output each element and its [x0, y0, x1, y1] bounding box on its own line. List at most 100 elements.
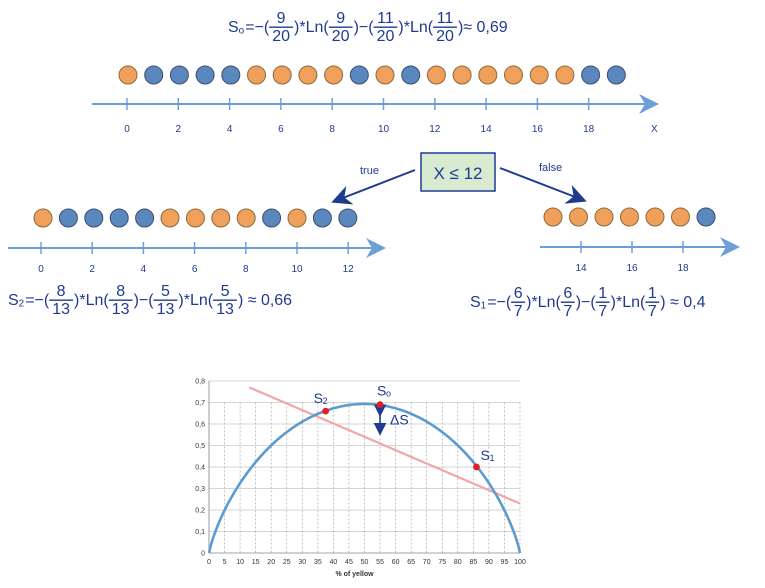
chart-x-tick-label: 20 [267, 559, 275, 566]
formula-text: = [487, 294, 496, 311]
fraction-denominator: 7 [563, 303, 572, 320]
fraction-denominator: 13 [52, 301, 70, 318]
ball-yellow [272, 65, 292, 85]
chart-x-tick-label: 5 [223, 559, 227, 566]
ball-row-root [118, 65, 626, 85]
chart-x-tick-label: 70 [423, 559, 431, 566]
formula-text: )−( [354, 19, 375, 36]
formula-text: )≈ 0,69 [458, 19, 508, 36]
chart-point-label-sub: 1 [489, 453, 494, 463]
formula-text: )*Ln( [74, 292, 109, 309]
axis-tick-label: 18 [583, 124, 595, 135]
axis-tick-label: 10 [378, 124, 390, 135]
chart-x-tick-label: 60 [392, 559, 400, 566]
formula-text: S [228, 19, 239, 36]
ball-yellow [160, 208, 180, 228]
chart-point-label-sub: o [386, 389, 391, 399]
chart-x-axis-label: % of yellow [335, 571, 374, 578]
fraction-denominator: 7 [648, 303, 657, 320]
fraction-numerator: 5 [221, 283, 230, 300]
chart-entropy-curve [207, 402, 522, 554]
formula-text: ) ≈ 0,4 [660, 294, 705, 311]
formula-text: −( [255, 19, 270, 36]
formula-text: )*Ln( [398, 19, 433, 36]
ball-blue [401, 65, 421, 85]
fraction-denominator: 7 [598, 303, 607, 320]
ball-blue [312, 208, 332, 228]
chart-x-tick-label: 50 [361, 559, 369, 566]
ball-blue [144, 65, 164, 85]
formula-text: S [8, 292, 19, 309]
axis-tick-label: 16 [626, 263, 638, 274]
axis-tick-label: 4 [141, 264, 147, 275]
chart-x-tick-label: 95 [501, 559, 509, 566]
ball-blue [262, 208, 282, 228]
fraction-numerator: 9 [277, 10, 286, 27]
chart-x-tick-label: 15 [252, 559, 260, 566]
chart-delta-label: ΔS [390, 412, 409, 428]
fraction-numerator: 8 [116, 283, 125, 300]
chart-x-tick-label: 30 [298, 559, 306, 566]
fraction-denominator: 13 [216, 301, 234, 318]
condition-box [420, 152, 496, 192]
ball-yellow [504, 65, 523, 85]
fraction-numerator: 11 [377, 10, 394, 27]
ball-yellow [118, 65, 138, 85]
formula-text: −( [35, 292, 50, 309]
chart-point [473, 463, 480, 471]
entropy-chart: 0 0,1 0,2 0,3 0,4 0,5 0,6 0,7 0,8 0 5 10 15 20 25 30 35 4… [195, 379, 526, 579]
chart-x-tick-label: 90 [485, 559, 493, 566]
fraction-numerator: 9 [336, 10, 345, 27]
formula-text: )*Ln( [178, 292, 213, 309]
fraction-numerator: 6 [514, 285, 523, 302]
axis-tick-label: 2 [89, 264, 95, 275]
chart-point-label: S [377, 383, 386, 399]
chart-point [322, 407, 330, 415]
branch-false-label: false [539, 162, 562, 174]
formula-text: )−( [134, 292, 155, 309]
chart-chord-line [248, 386, 521, 505]
chart-x-tick-label: 25 [283, 559, 291, 566]
fraction-denominator: 13 [157, 301, 175, 318]
ball-yellow [247, 65, 266, 85]
chart-point-label: S [480, 447, 489, 463]
ball-yellow [298, 65, 318, 85]
formula-text: −( [497, 294, 512, 311]
ball-blue [221, 65, 241, 85]
fraction-denominator: 20 [332, 28, 350, 45]
chart-y-tick-label: 0,8 [195, 379, 205, 386]
ball-yellow [426, 65, 446, 85]
formula-text: )*Ln( [611, 294, 646, 311]
axis-tick-label: 6 [192, 264, 198, 275]
branch-true-arrow [331, 169, 416, 205]
axis-tick-label: 12 [429, 124, 441, 135]
chart-y-tick-label: 0,2 [195, 508, 205, 515]
ball-blue [696, 207, 716, 227]
ball-yellow [211, 208, 231, 228]
chart-y-tick-label: 0,4 [195, 465, 205, 472]
condition-text: X ≤ 12 [433, 164, 482, 183]
chart-y-tick-label: 0,3 [195, 486, 205, 493]
formula-subscript: o [239, 26, 245, 37]
formula-text: = [25, 292, 34, 309]
ball-yellow [375, 65, 395, 85]
fraction-denominator: 20 [436, 28, 454, 45]
axis-tick-label: 12 [343, 264, 355, 275]
ball-blue [581, 65, 601, 85]
chart-x-tick-label: 75 [438, 559, 446, 566]
axis-tick-label: 14 [575, 263, 587, 274]
ball-blue [169, 65, 189, 85]
ball-yellow [645, 207, 665, 227]
branch-true-label: true [360, 165, 379, 177]
ball-yellow [236, 208, 256, 228]
chart-point-label: S [314, 390, 323, 406]
chart-y-tick-label: 0,6 [195, 422, 205, 429]
ball-yellow [671, 207, 690, 227]
ball-blue [606, 65, 626, 85]
fraction-numerator: 11 [437, 10, 454, 27]
ball-yellow [594, 207, 614, 227]
